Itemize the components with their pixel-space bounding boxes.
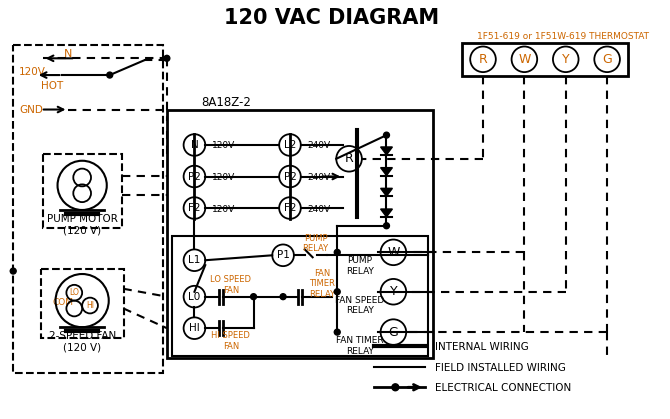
Text: 120V: 120V: [212, 204, 235, 214]
Text: F2: F2: [283, 203, 296, 213]
Text: 240V: 240V: [308, 173, 331, 182]
Circle shape: [280, 294, 286, 300]
FancyBboxPatch shape: [167, 109, 433, 358]
Text: 120 VAC DIAGRAM: 120 VAC DIAGRAM: [224, 8, 439, 28]
Text: 1F51-619 or 1F51W-619 THERMOSTAT: 1F51-619 or 1F51W-619 THERMOSTAT: [477, 32, 649, 41]
Text: COM: COM: [53, 298, 74, 307]
Circle shape: [164, 55, 170, 61]
Text: PUMP MOTOR
(120 V): PUMP MOTOR (120 V): [47, 214, 118, 235]
FancyBboxPatch shape: [462, 43, 628, 76]
Circle shape: [334, 249, 340, 255]
Text: Y: Y: [562, 53, 570, 66]
Text: P2: P2: [188, 171, 201, 181]
Circle shape: [251, 294, 257, 300]
Text: F2: F2: [188, 203, 201, 213]
Circle shape: [383, 223, 389, 229]
Text: 8A18Z-2: 8A18Z-2: [201, 96, 251, 109]
Polygon shape: [381, 147, 393, 155]
FancyBboxPatch shape: [172, 235, 428, 356]
Circle shape: [10, 268, 16, 274]
Text: R: R: [478, 53, 487, 66]
Text: PUMP
RELAY: PUMP RELAY: [303, 234, 329, 253]
Text: FAN SPEED
RELAY: FAN SPEED RELAY: [335, 296, 385, 315]
Text: 120V: 120V: [19, 67, 46, 77]
Text: HI SPEED
FAN: HI SPEED FAN: [212, 331, 251, 351]
Text: 120V: 120V: [212, 142, 235, 150]
Text: G: G: [389, 326, 398, 339]
Text: GND: GND: [19, 104, 43, 114]
Text: N: N: [64, 49, 72, 59]
Text: HI: HI: [189, 323, 200, 333]
Text: 240V: 240V: [308, 204, 331, 214]
Text: R: R: [344, 152, 354, 165]
Text: G: G: [602, 53, 612, 66]
Text: LO: LO: [69, 288, 79, 297]
Text: P2: P2: [283, 171, 296, 181]
Text: HOT: HOT: [42, 81, 64, 91]
Text: FAN
TIMER
RELAY: FAN TIMER RELAY: [310, 269, 336, 299]
Polygon shape: [381, 209, 393, 217]
Text: P1: P1: [277, 250, 289, 260]
Circle shape: [383, 132, 389, 138]
Text: N: N: [190, 140, 198, 150]
Circle shape: [334, 289, 340, 295]
Circle shape: [334, 329, 340, 335]
Polygon shape: [381, 188, 393, 196]
Circle shape: [392, 384, 399, 391]
Text: ELECTRICAL CONNECTION: ELECTRICAL CONNECTION: [435, 383, 571, 393]
Text: INTERNAL WIRING: INTERNAL WIRING: [435, 342, 529, 352]
Polygon shape: [381, 168, 393, 176]
Text: PUMP
RELAY: PUMP RELAY: [346, 256, 374, 276]
Text: 240V: 240V: [308, 142, 331, 150]
Text: FAN TIMER
RELAY: FAN TIMER RELAY: [336, 336, 384, 356]
Text: Y: Y: [389, 285, 397, 298]
Text: 2-SPEED FAN
(120 V): 2-SPEED FAN (120 V): [48, 331, 116, 353]
Circle shape: [107, 72, 113, 78]
Text: 120V: 120V: [212, 173, 235, 182]
Text: FIELD INSTALLED WIRING: FIELD INSTALLED WIRING: [435, 362, 565, 372]
Text: W: W: [518, 53, 531, 66]
Text: L0: L0: [188, 292, 200, 302]
Text: LO SPEED
FAN: LO SPEED FAN: [210, 275, 251, 295]
Text: L2: L2: [284, 140, 296, 150]
Text: L1: L1: [188, 255, 200, 265]
Text: HI: HI: [86, 301, 94, 310]
Text: W: W: [387, 246, 399, 259]
